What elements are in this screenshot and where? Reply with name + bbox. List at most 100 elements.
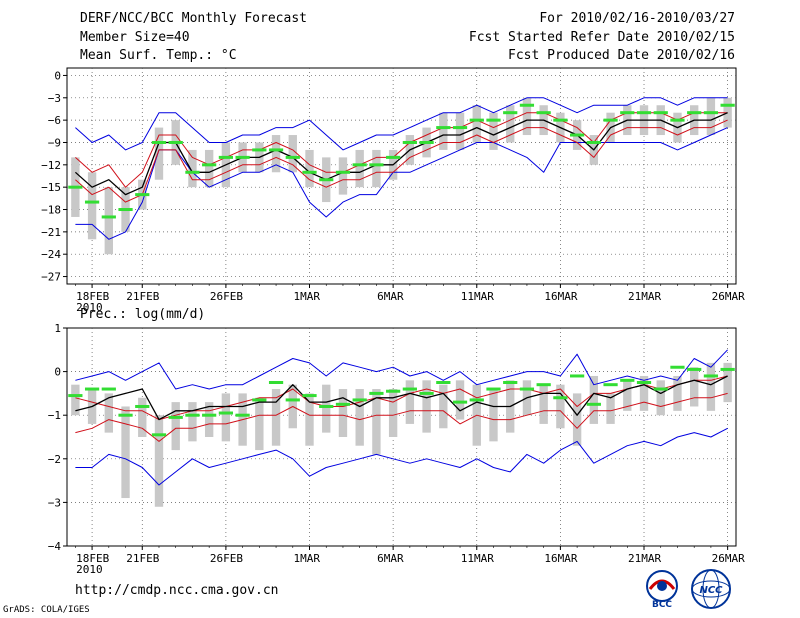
x-tick-label: 26MAR — [712, 552, 745, 565]
precipitation-panel: 1 0 −1 −2 −3 −4 18FEB 21FEB 26FEB 1MAR 6MAR 11MAR 16… — [48, 307, 745, 576]
median-marker — [135, 404, 150, 408]
ensemble-box — [87, 172, 97, 240]
ensemble-box — [556, 384, 565, 429]
plot-frame — [66, 67, 737, 285]
median-marker — [503, 111, 518, 115]
median-marker — [436, 381, 451, 384]
x-tick-label: 21MAR — [628, 552, 661, 565]
ncc-logo: NCC — [691, 569, 731, 609]
ensemble-box — [422, 380, 431, 433]
ensemble-box — [288, 135, 297, 173]
median-marker — [687, 367, 702, 371]
median-marker — [252, 398, 267, 402]
median-marker — [118, 413, 133, 417]
grads-credit: GrADS: COLA/IGES — [3, 605, 90, 615]
median-marker — [603, 118, 618, 122]
x-tick-label: 21MAR — [628, 290, 661, 303]
median-marker — [185, 413, 200, 417]
median-marker — [252, 148, 267, 152]
bcc-logo-text: BCC — [652, 600, 672, 609]
ensemble-box — [439, 112, 448, 150]
median-marker — [570, 374, 585, 378]
median-marker — [185, 170, 200, 174]
median-marker — [386, 389, 401, 393]
ensemble-box — [690, 367, 699, 407]
member-size-label: Member Size=40 — [80, 30, 190, 45]
median-marker — [586, 140, 601, 144]
ensemble-box — [221, 393, 231, 442]
ensemble-box — [355, 149, 364, 188]
source-url-link[interactable]: http://cmdp.ncc.cma.gov.cn — [75, 583, 279, 598]
median-marker — [436, 126, 451, 130]
ensemble-box — [305, 149, 314, 188]
median-marker — [302, 394, 317, 398]
median-marker — [268, 148, 284, 152]
temperature-panel: 0 −3 −6 −9 −12 −15 −18 −21 −24 −27 18FEB 21FEB 26FEB… — [41, 67, 745, 314]
median-marker — [519, 103, 535, 107]
median-marker — [202, 163, 217, 167]
spread-low-line — [75, 119, 728, 203]
median-marker — [319, 178, 334, 182]
ensemble-box — [706, 362, 716, 411]
ensemble-box — [606, 393, 615, 424]
ensemble-box — [506, 105, 515, 143]
ensemble-box — [255, 397, 264, 451]
median-marker — [369, 391, 384, 395]
median-marker — [620, 111, 635, 115]
ensemble-box — [372, 149, 381, 188]
mean-line — [74, 112, 728, 196]
y-tick-label: −12 — [41, 159, 61, 172]
median-marker — [386, 155, 401, 159]
y-tick-label: −24 — [41, 248, 61, 261]
ensemble-box — [104, 187, 113, 255]
ncc-logo-text: NCC — [699, 585, 723, 596]
median-marker — [670, 118, 685, 122]
median-marker — [101, 215, 116, 219]
ensemble-box — [623, 380, 632, 411]
x-tick-label: 11MAR — [461, 290, 494, 303]
median-marker — [586, 402, 601, 406]
ensemble-box — [171, 402, 180, 451]
ensemble-box — [188, 402, 197, 442]
median-marker — [419, 140, 434, 144]
year-label: 2010 — [76, 301, 103, 314]
ensemble-box — [355, 389, 364, 446]
ensemble-box — [338, 157, 348, 195]
median-marker — [419, 391, 434, 395]
variable-label-precipitation: Prec.: log(mm/d) — [80, 307, 205, 322]
y-tick-label: −9 — [48, 136, 61, 149]
median-marker — [720, 103, 735, 107]
spread-low-line — [75, 392, 728, 442]
median-marker — [536, 383, 551, 387]
median-marker — [68, 394, 83, 398]
median-marker — [202, 413, 217, 417]
median-marker — [218, 411, 233, 415]
y-tick-label: −27 — [41, 271, 61, 284]
median-marker — [151, 140, 167, 144]
ensemble-box — [188, 149, 197, 188]
x-tick-label: 11MAR — [461, 552, 494, 565]
median-marker — [703, 111, 719, 115]
ensemble-box — [104, 393, 113, 433]
median-marker — [452, 126, 468, 130]
x-tick-label: 6MAR — [377, 290, 404, 303]
median-marker — [335, 170, 351, 174]
median-marker — [84, 387, 100, 391]
median-marker — [653, 387, 668, 391]
median-marker — [135, 193, 150, 197]
y-tick-label: −21 — [41, 226, 61, 239]
median-marker — [553, 396, 568, 400]
median-marker — [670, 365, 685, 369]
y-tick-label: −18 — [41, 204, 61, 217]
median-marker — [285, 155, 300, 159]
median-marker — [620, 378, 635, 382]
year-label: 2010 — [76, 563, 103, 576]
ensemble-box — [204, 149, 214, 188]
y-tick-label: −4 — [48, 540, 62, 553]
x-tick-label: 1MAR — [294, 290, 321, 303]
median-marker — [519, 387, 535, 391]
x-tick-label: 26FEB — [210, 290, 243, 303]
y-tick-label: −1 — [48, 409, 61, 422]
median-marker — [469, 398, 484, 402]
